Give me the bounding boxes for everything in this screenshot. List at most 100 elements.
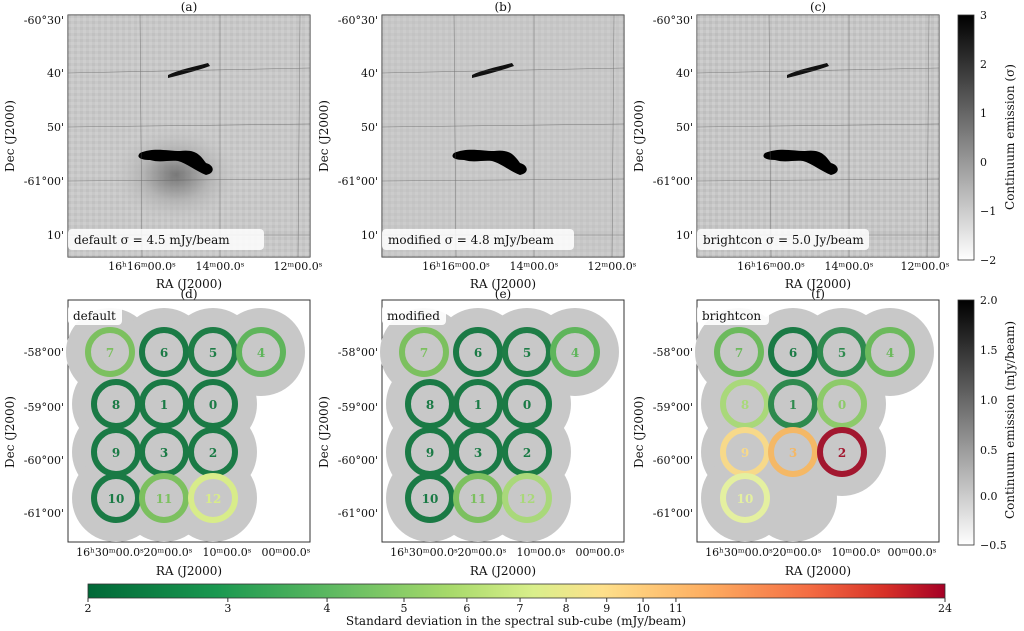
colorbar-gradient bbox=[957, 299, 975, 546]
xtick: 10ᵐ00.0ˢ bbox=[517, 546, 566, 559]
beam-label-4: 4 bbox=[257, 346, 265, 360]
cbar-tick: 5 bbox=[401, 602, 408, 615]
beam-label-2: 2 bbox=[523, 446, 531, 460]
ytick: 40' bbox=[676, 67, 693, 80]
ytick: 40' bbox=[361, 67, 378, 80]
cbar-tick: 9 bbox=[603, 602, 610, 615]
beam-label-4: 4 bbox=[571, 346, 579, 360]
beam-label-8: 8 bbox=[741, 398, 749, 412]
beam-label-8: 8 bbox=[112, 398, 120, 412]
cbar-tick: −1 bbox=[980, 205, 996, 218]
xtick: 00ᵐ00.0ˢ bbox=[576, 546, 625, 559]
xtick: 12ᵐ00.0ˢ bbox=[274, 260, 323, 273]
cbar-tick: 24 bbox=[938, 602, 952, 615]
beam-label-3: 3 bbox=[474, 446, 482, 460]
annotation-e: modified bbox=[382, 305, 446, 325]
cbar-tick: 6 bbox=[463, 602, 470, 615]
cbar-tick: 11 bbox=[669, 602, 683, 615]
source-feature bbox=[452, 149, 527, 175]
xtick: 00ᵐ00.0ˢ bbox=[262, 546, 311, 559]
ytick: -60°00' bbox=[653, 454, 693, 467]
top-yticks-c: -60°30' 40' 50' -61°00' 10' bbox=[653, 14, 693, 242]
annotation-text: brightcon σ = 5.0 Jy/beam bbox=[703, 233, 864, 247]
cbar-tick: 2 bbox=[980, 58, 987, 71]
ytick: -58°00' bbox=[653, 346, 693, 359]
beam-label-10: 10 bbox=[422, 492, 439, 506]
bottom-yticks-f: -58°00' -59°00' -60°00' -61°00' bbox=[653, 346, 693, 520]
xtick: 10ᵐ00.0ˢ bbox=[832, 546, 881, 559]
beam-label-11: 11 bbox=[470, 492, 487, 506]
beam-label-5: 5 bbox=[209, 346, 217, 360]
beam-label-1: 1 bbox=[789, 398, 797, 412]
xtick: 00ᵐ00.0ˢ bbox=[888, 546, 937, 559]
beam-label-7: 7 bbox=[420, 346, 428, 360]
panel-c bbox=[696, 14, 940, 258]
ytick: -61°00' bbox=[653, 507, 693, 520]
xtick: 16ʰ30ᵐ00.0ˢ bbox=[76, 546, 144, 559]
beam-ring-8 bbox=[720, 379, 770, 429]
top-colorbar: 3 2 1 0 −1 −2 Continuum emission (σ) bbox=[957, 9, 1017, 267]
beam-label-12: 12 bbox=[205, 492, 222, 506]
cbar-tick: 0.5 bbox=[980, 444, 998, 457]
beam-label-0: 0 bbox=[523, 398, 531, 412]
beam-ring-7 bbox=[399, 327, 449, 377]
annotation-text: default σ = 4.5 mJy/beam bbox=[74, 233, 230, 247]
xtick: 14ᵐ00.0ˢ bbox=[510, 260, 559, 273]
beam-ring-7 bbox=[714, 327, 764, 377]
annotation-text: modified bbox=[387, 309, 440, 323]
beam-ring-4 bbox=[865, 327, 915, 377]
beam-label-0: 0 bbox=[209, 398, 217, 412]
annotation-text: default bbox=[73, 309, 116, 323]
annotation-a: default σ = 4.5 mJy/beam bbox=[68, 229, 264, 250]
beam-label-1: 1 bbox=[474, 398, 482, 412]
beam-label-10: 10 bbox=[108, 492, 125, 506]
beam-label-12: 12 bbox=[519, 492, 536, 506]
beam-ring-5 bbox=[817, 327, 867, 377]
ytick: -61°00' bbox=[338, 175, 378, 188]
colorbar-gradient bbox=[87, 583, 946, 599]
top-xticks-b: 16ʰ16ᵐ00.0ˢ 14ᵐ00.0ˢ 12ᵐ00.0ˢ bbox=[422, 260, 637, 273]
xtick: 16ʰ16ᵐ00.0ˢ bbox=[108, 260, 176, 273]
beam-label-5: 5 bbox=[523, 346, 531, 360]
xlabel-a: RA (J2000) bbox=[156, 277, 222, 291]
ytick: 50' bbox=[676, 121, 693, 134]
colorbar-gradient bbox=[957, 14, 975, 261]
beam-label-6: 6 bbox=[474, 346, 482, 360]
beam-label-6: 6 bbox=[789, 346, 797, 360]
beam-ring-4 bbox=[236, 327, 286, 377]
beam-ring-0 bbox=[502, 379, 552, 429]
beam-ring-1 bbox=[768, 379, 818, 429]
xtick: 10ᵐ00.0ˢ bbox=[203, 546, 252, 559]
colorbar-label: Continuum emission (σ) bbox=[1003, 64, 1017, 210]
beam-label-8: 8 bbox=[426, 398, 434, 412]
panel-letter-d: (d) bbox=[180, 287, 197, 301]
ylabel-d: Dec (J2000) bbox=[3, 396, 17, 468]
xlabel-e: RA (J2000) bbox=[470, 564, 536, 578]
beam-label-5: 5 bbox=[838, 346, 846, 360]
ylabel-b: Dec (J2000) bbox=[317, 100, 331, 172]
beam-label-2: 2 bbox=[209, 446, 217, 460]
ytick: -60°30' bbox=[24, 14, 64, 27]
panel-e: 7 6 5 48 1 09 3 210 11 12 bbox=[380, 299, 625, 543]
annotation-f: brightcon bbox=[697, 305, 769, 325]
xtick: 16ʰ16ᵐ00.0ˢ bbox=[737, 260, 805, 273]
cbar-tick: 3 bbox=[224, 602, 231, 615]
xtick: 20ᵐ00.0ˢ bbox=[458, 546, 507, 559]
beam-label-11: 11 bbox=[156, 492, 173, 506]
beam-ring-6 bbox=[139, 327, 189, 377]
ytick: -59°00' bbox=[653, 401, 693, 414]
beam-label-9: 9 bbox=[112, 446, 120, 460]
beam-label-10: 10 bbox=[737, 492, 754, 506]
bottom-row: 7 6 5 48 1 09 3 210 11 12 7 6 5 48 1 09 3 210 11 12 7 6 5 48 1… bbox=[66, 299, 940, 543]
beam-label-7: 7 bbox=[735, 346, 743, 360]
annotation-c: brightcon σ = 5.0 Jy/beam bbox=[697, 229, 869, 250]
panel-letter-b: (b) bbox=[494, 0, 511, 14]
panel-b bbox=[381, 14, 625, 258]
panel-letter-e: (e) bbox=[495, 287, 511, 301]
panel-f: 7 6 5 48 1 09 3 210 bbox=[695, 299, 940, 543]
beam-label-1: 1 bbox=[160, 398, 168, 412]
ytick: -60°00' bbox=[24, 454, 64, 467]
beam-label-7: 7 bbox=[106, 346, 114, 360]
xlabel-b: RA (J2000) bbox=[470, 277, 536, 291]
ytick: -60°00' bbox=[338, 454, 378, 467]
